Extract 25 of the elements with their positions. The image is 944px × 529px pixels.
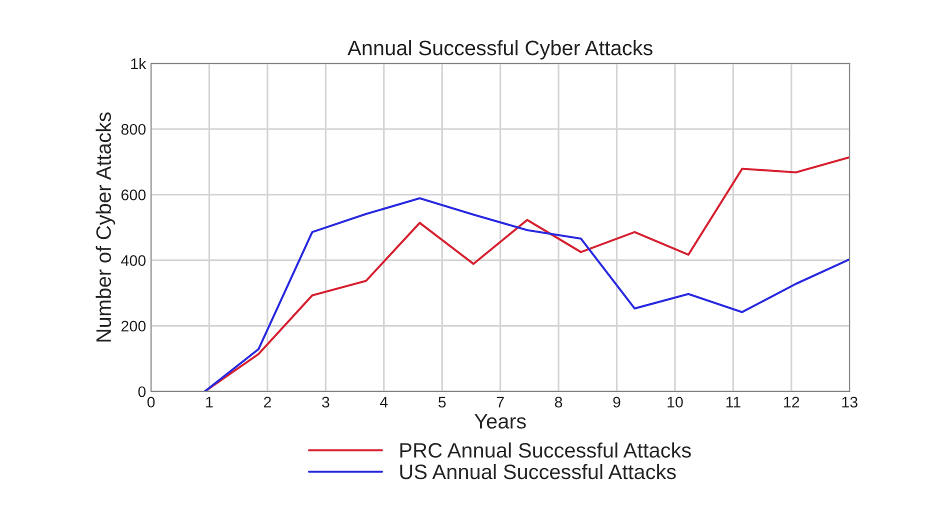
x-tick-label: 10 [668,396,683,408]
x-tick-label: 11 [726,396,740,408]
x-tick-label: 2 [264,396,271,408]
x-tick-label: 4 [380,396,388,408]
y-tick-label: 0 [138,386,146,398]
legend-label: US Annual Successful Attacks [400,464,676,480]
y-tick-label: 1k [131,58,146,70]
x-tick-label: 5 [438,396,446,408]
x-axis-title: Years [474,414,526,429]
x-tick-label: 3 [322,396,330,408]
x-tick-label: 1 [206,396,213,408]
y-tick-label: 400 [121,255,146,266]
y-tick-label: 800 [121,124,146,135]
x-tick-label: 9 [613,396,620,408]
y-axis-title: Number of Cyber Attacks [96,112,116,342]
legend-label: PRC Annual Successful Attacks [400,442,691,458]
y-tick-label: 200 [121,320,146,332]
chart-title: Annual Successful Cyber Attacks [348,40,652,60]
x-tick-label: 0 [147,396,155,408]
x-tick-label: 7 [496,396,504,408]
x-tick-label: 12 [784,396,800,408]
line-series [204,197,850,392]
x-tick-label: 13 [842,396,858,408]
x-tick-label: 8 [554,396,562,408]
y-tick-label: 600 [121,190,146,200]
